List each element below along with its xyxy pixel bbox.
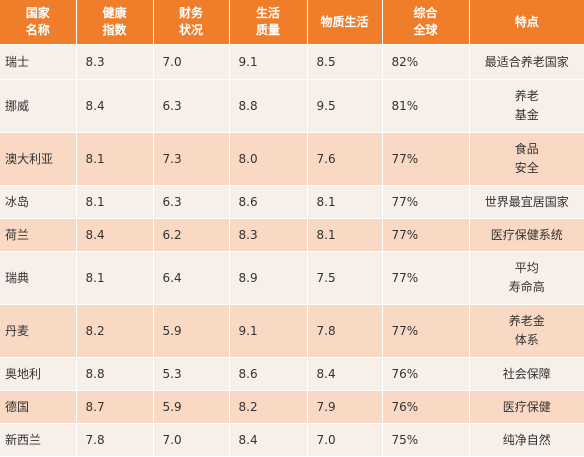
financial-status-cell: 6.3 xyxy=(153,185,230,219)
quality-of-life-cell: 8.0 xyxy=(229,132,308,186)
quality-of-life-cell: 8.3 xyxy=(229,218,308,252)
material-life-cell: 7.5 xyxy=(307,251,383,305)
health-index-cell: 8.1 xyxy=(76,132,154,186)
header-features: 特点 xyxy=(469,0,584,45)
header-overall-global: 综合 全球 xyxy=(382,0,470,45)
table-row: 挪威 8.4 6.3 8.8 9.5 81% 养老 基金 xyxy=(0,79,584,133)
overall-global-cell: 77% xyxy=(382,185,470,219)
material-life-cell: 8.1 xyxy=(307,185,383,219)
financial-status-cell: 5.9 xyxy=(153,304,230,358)
material-life-cell: 7.9 xyxy=(307,390,383,424)
overall-global-cell: 76% xyxy=(382,357,470,391)
material-life-cell: 7.6 xyxy=(307,132,383,186)
header-row: 国家 名称 健康 指数 财务 状况 生活 质量 物质生活 综合 全球 特点 xyxy=(0,0,584,45)
table-row: 瑞士 8.3 7.0 9.1 8.5 82% 最适合养老国家 xyxy=(0,44,584,80)
country-name-cell: 丹麦 xyxy=(0,304,77,358)
country-name-cell: 奥地利 xyxy=(0,357,77,391)
overall-global-cell: 77% xyxy=(382,218,470,252)
health-index-cell: 8.7 xyxy=(76,390,154,424)
country-name-cell: 冰岛 xyxy=(0,185,77,219)
overall-global-cell: 75% xyxy=(382,423,470,457)
health-index-cell: 8.3 xyxy=(76,44,154,80)
quality-of-life-cell: 8.2 xyxy=(229,390,308,424)
financial-status-cell: 5.3 xyxy=(153,357,230,391)
feature-cell: 最适合养老国家 xyxy=(469,44,584,80)
feature-cell: 纯净自然 xyxy=(469,423,584,457)
health-index-cell: 8.1 xyxy=(76,251,154,305)
health-index-cell: 8.1 xyxy=(76,185,154,219)
feature-cell: 医疗保健系统 xyxy=(469,218,584,252)
financial-status-cell: 6.2 xyxy=(153,218,230,252)
health-index-cell: 8.2 xyxy=(76,304,154,358)
material-life-cell: 8.1 xyxy=(307,218,383,252)
header-country-name: 国家 名称 xyxy=(0,0,77,45)
overall-global-cell: 77% xyxy=(382,251,470,305)
financial-status-cell: 6.3 xyxy=(153,79,230,133)
feature-cell: 社会保障 xyxy=(469,357,584,391)
country-name-cell: 瑞士 xyxy=(0,44,77,80)
header-health-index: 健康 指数 xyxy=(76,0,154,45)
quality-of-life-cell: 8.6 xyxy=(229,185,308,219)
health-index-cell: 8.4 xyxy=(76,79,154,133)
quality-of-life-cell: 8.8 xyxy=(229,79,308,133)
country-name-cell: 瑞典 xyxy=(0,251,77,305)
feature-cell: 养老金 体系 xyxy=(469,304,584,358)
table-row: 德国 8.7 5.9 8.2 7.9 76% 医疗保健 xyxy=(0,390,584,424)
health-index-cell: 8.8 xyxy=(76,357,154,391)
country-name-cell: 挪威 xyxy=(0,79,77,133)
table-row: 荷兰 8.4 6.2 8.3 8.1 77% 医疗保健系统 xyxy=(0,218,584,252)
feature-cell: 食品 安全 xyxy=(469,132,584,186)
country-name-cell: 荷兰 xyxy=(0,218,77,252)
feature-cell: 养老 基金 xyxy=(469,79,584,133)
header-quality-of-life: 生活 质量 xyxy=(229,0,308,45)
table-row: 瑞典 8.1 6.4 8.9 7.5 77% 平均 寿命高 xyxy=(0,251,584,305)
health-index-cell: 8.4 xyxy=(76,218,154,252)
quality-of-life-cell: 8.6 xyxy=(229,357,308,391)
table-row: 冰岛 8.1 6.3 8.6 8.1 77% 世界最宜居国家 xyxy=(0,185,584,219)
health-index-cell: 7.8 xyxy=(76,423,154,457)
financial-status-cell: 7.0 xyxy=(153,423,230,457)
material-life-cell: 7.0 xyxy=(307,423,383,457)
country-name-cell: 德国 xyxy=(0,390,77,424)
header-financial-status: 财务 状况 xyxy=(153,0,230,45)
material-life-cell: 8.4 xyxy=(307,357,383,391)
financial-status-cell: 7.0 xyxy=(153,44,230,80)
quality-of-life-cell: 9.1 xyxy=(229,304,308,358)
header-material-life: 物质生活 xyxy=(307,0,383,45)
feature-cell: 医疗保健 xyxy=(469,390,584,424)
overall-global-cell: 81% xyxy=(382,79,470,133)
quality-of-life-cell: 8.9 xyxy=(229,251,308,305)
country-name-cell: 澳大利亚 xyxy=(0,132,77,186)
feature-cell: 平均 寿命高 xyxy=(469,251,584,305)
quality-of-life-cell: 8.4 xyxy=(229,423,308,457)
table-row: 澳大利亚 8.1 7.3 8.0 7.6 77% 食品 安全 xyxy=(0,132,584,186)
country-name-cell: 新西兰 xyxy=(0,423,77,457)
financial-status-cell: 7.3 xyxy=(153,132,230,186)
financial-status-cell: 6.4 xyxy=(153,251,230,305)
overall-global-cell: 76% xyxy=(382,390,470,424)
overall-global-cell: 77% xyxy=(382,304,470,358)
overall-global-cell: 82% xyxy=(382,44,470,80)
table-row: 奥地利 8.8 5.3 8.6 8.4 76% 社会保障 xyxy=(0,357,584,391)
quality-of-life-cell: 9.1 xyxy=(229,44,308,80)
overall-global-cell: 77% xyxy=(382,132,470,186)
material-life-cell: 8.5 xyxy=(307,44,383,80)
feature-cell: 世界最宜居国家 xyxy=(469,185,584,219)
material-life-cell: 7.8 xyxy=(307,304,383,358)
table-row: 丹麦 8.2 5.9 9.1 7.8 77% 养老金 体系 xyxy=(0,304,584,358)
table-row: 新西兰 7.8 7.0 8.4 7.0 75% 纯净自然 xyxy=(0,423,584,457)
financial-status-cell: 5.9 xyxy=(153,390,230,424)
material-life-cell: 9.5 xyxy=(307,79,383,133)
